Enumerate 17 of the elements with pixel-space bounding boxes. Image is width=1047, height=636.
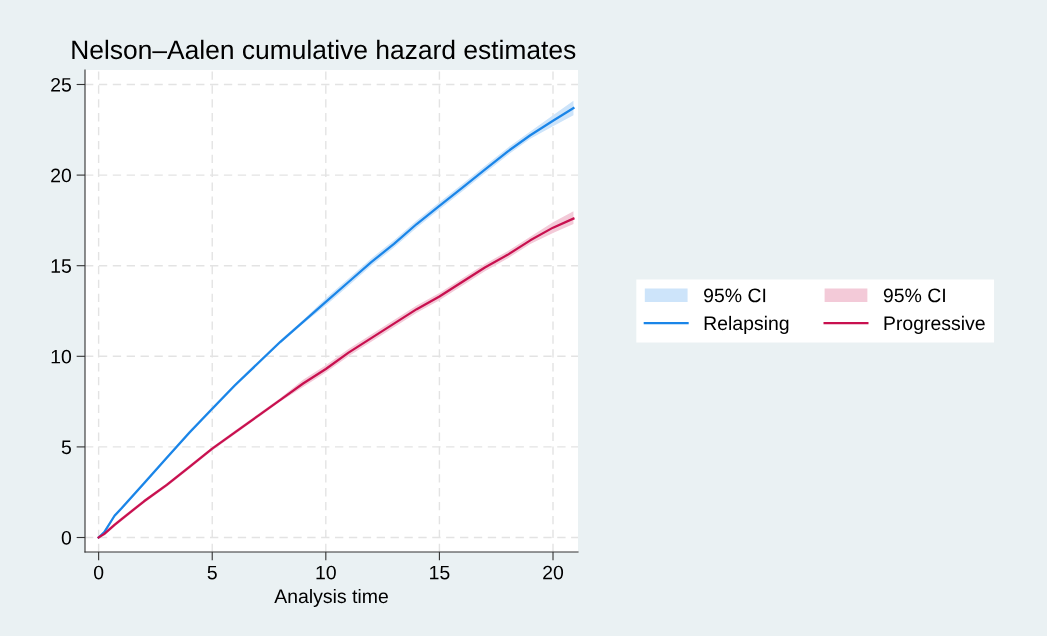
x-tick-label: 20 bbox=[543, 565, 564, 580]
y-tick-label: 0 bbox=[61, 530, 72, 545]
legend-label: Relapsing bbox=[704, 315, 789, 334]
y-tick-label: 5 bbox=[61, 440, 71, 455]
y-tick-label: 20 bbox=[51, 168, 72, 183]
x-tick-label: 10 bbox=[316, 565, 336, 580]
x-tick-label: 5 bbox=[207, 565, 217, 580]
text: 95% CI bbox=[883, 288, 945, 303]
x-tick-label: 15 bbox=[430, 565, 450, 580]
y-tick-label: 10 bbox=[51, 349, 72, 364]
x-tick-label: 0 bbox=[93, 565, 104, 580]
text: 95% CI bbox=[704, 288, 766, 303]
x-axis-title: Analysis time bbox=[274, 588, 388, 607]
y-tick-label: 15 bbox=[51, 259, 71, 273]
chart-title: Nelson–Aalen cumulative hazard estimates bbox=[72, 39, 576, 60]
legend-label: Progressive bbox=[884, 315, 985, 334]
y-tick-label: 25 bbox=[51, 77, 71, 92]
